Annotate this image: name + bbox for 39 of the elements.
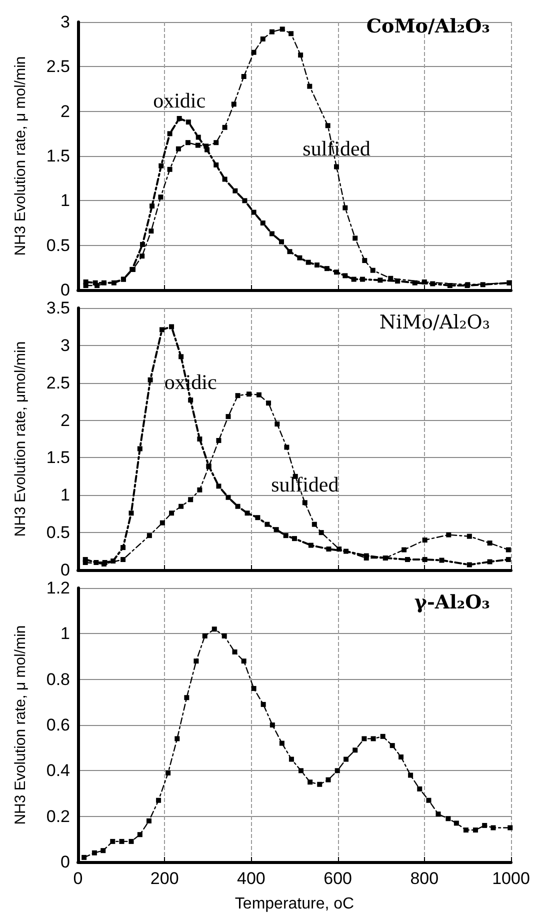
- y-tick-label: 0.4: [46, 761, 70, 780]
- chart-title: γ-Al₂O₃: [414, 592, 490, 614]
- x-tick-label: 600: [324, 869, 352, 888]
- series-label: sulfided: [302, 136, 371, 161]
- y-tick-label: 0: [60, 852, 70, 872]
- y-tick-label: 0.2: [46, 806, 70, 826]
- y-tick-label: 0.8: [46, 670, 70, 689]
- x-tick-label: 400: [237, 869, 266, 888]
- series-label: oxidic: [164, 370, 217, 394]
- y-tick-label: 1: [60, 191, 70, 210]
- y-tick-label: 1: [60, 624, 70, 644]
- chart-title: NiMo/Al₂O₃: [379, 312, 490, 334]
- y-tick-label: 2.5: [46, 57, 70, 76]
- x-tick-label: 800: [410, 869, 439, 888]
- y-tick-label: 0: [60, 280, 70, 300]
- x-tick-label: 200: [150, 869, 179, 888]
- y-axis-title: NH3 Evolution rate, μ mol/min: [12, 56, 29, 256]
- series-label: sulfided: [271, 472, 340, 497]
- y-tick-label: 0.6: [46, 716, 70, 734]
- y-tick-label: 2.5: [46, 373, 70, 392]
- y-tick-label: 2: [60, 102, 70, 121]
- x-tick-label: 0: [73, 869, 83, 888]
- y-tick-label: 3.5: [46, 298, 70, 318]
- y-tick-label: 0.5: [46, 236, 70, 255]
- y-tick-label: 0: [60, 560, 70, 580]
- y-tick-label: 1.2: [46, 578, 70, 598]
- y-tick-label: 1: [60, 486, 70, 505]
- y-tick-label: 1.5: [46, 448, 70, 468]
- y-tick-label: 3: [60, 12, 70, 32]
- y-axis-title: NH3 Evolution rate, μmol/min: [12, 341, 29, 537]
- y-axis-title: NH3 Evolution rate, μ mol/min: [12, 625, 29, 825]
- y-tick-label: 0.5: [46, 523, 70, 542]
- y-tick-label: 3: [60, 336, 70, 355]
- y-tick-label: 1.5: [46, 146, 70, 166]
- x-tick-label: 1000: [492, 869, 530, 888]
- chart-title: CoMo/Al₂O₃: [366, 16, 490, 38]
- x-axis-title: Temperature, oC: [234, 896, 354, 912]
- series-label: oxidic: [153, 88, 206, 112]
- y-tick-label: 2: [60, 410, 70, 430]
